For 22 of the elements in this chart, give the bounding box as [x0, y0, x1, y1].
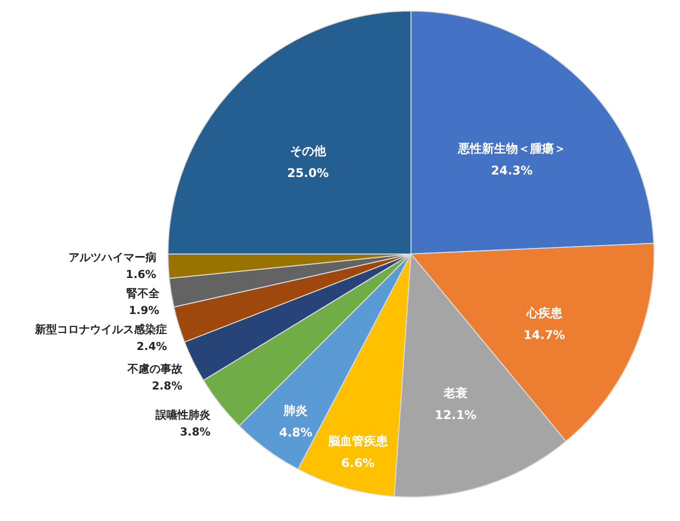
slice-label: 心疾患 [525, 306, 564, 320]
data-label: 4.8% [279, 426, 312, 440]
data-label: 1.6% [126, 268, 156, 281]
data-label: 3.8% [180, 425, 210, 438]
data-label: 25.0% [287, 166, 329, 180]
data-label: 6.6% [341, 456, 375, 470]
data-label: 12.1% [434, 408, 476, 422]
slice-label: 新型コロナウイルス感染症 [34, 322, 168, 336]
slice-label: 悪性新生物＜腫瘍＞ [456, 142, 566, 156]
slice-label: その他 [290, 144, 327, 158]
slice-label: 不慮の事故 [126, 362, 184, 376]
data-label: 14.7% [523, 328, 566, 342]
slice-label: 腎不全 [126, 286, 160, 300]
data-label: 1.9% [128, 304, 160, 317]
slice-label: 老衰 [442, 386, 468, 400]
data-label: 2.8% [152, 380, 182, 393]
data-label: 24.3% [490, 164, 533, 178]
data-label: 2.4% [136, 340, 168, 353]
slice-label: 誤嚥性肺炎 [154, 408, 212, 422]
slice-label: アルツハイマー病 [68, 250, 156, 264]
slice-label: 肺炎 [282, 404, 309, 418]
slice-label: 脳血管疾患 [326, 434, 389, 448]
